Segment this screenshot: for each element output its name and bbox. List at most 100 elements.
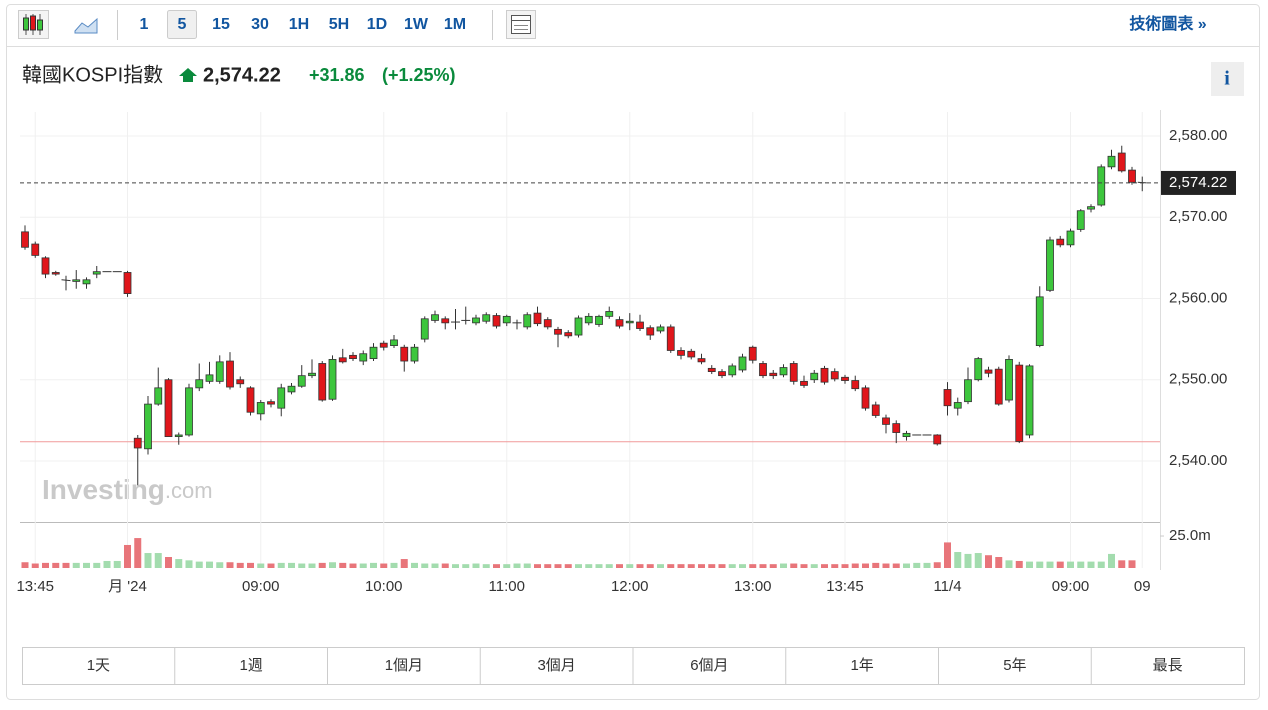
volume-bar: [1118, 560, 1126, 568]
interval-button[interactable]: 5H: [329, 16, 349, 33]
volume-bar: [933, 562, 941, 568]
selected-interval-box: [167, 10, 197, 39]
volume-bar: [124, 544, 131, 568]
candle-body: [605, 311, 614, 317]
range-button[interactable]: 最長: [1153, 657, 1183, 674]
candle-body: [185, 387, 193, 436]
candle-body: [1046, 239, 1054, 291]
volume-bar: [605, 564, 613, 568]
range-button[interactable]: 6個月: [690, 657, 728, 674]
interval-button[interactable]: 1W: [404, 16, 429, 33]
candle-body: [871, 404, 880, 416]
info-button[interactable]: [1211, 62, 1244, 96]
volume-bar: [1067, 561, 1074, 568]
candle-body: [974, 358, 983, 381]
volume-bar: [636, 564, 644, 568]
volume-bar: [534, 564, 541, 568]
volume-bar: [441, 563, 449, 568]
interval-button[interactable]: 1D: [367, 16, 387, 33]
volume-bar: [1026, 561, 1033, 568]
volume-bar: [370, 562, 377, 568]
volume-bar: [144, 553, 152, 568]
range-button[interactable]: 1週: [239, 657, 262, 674]
range-button[interactable]: 1個月: [385, 657, 423, 674]
candle-body: [943, 389, 952, 407]
volume-bar: [247, 562, 254, 568]
volume-bar: [595, 564, 603, 568]
range-button[interactable]: 1年: [850, 657, 873, 674]
x-tick-label: 12:00: [611, 578, 649, 595]
candle-body: [697, 358, 706, 363]
volume-bar: [277, 562, 285, 568]
volume-bar: [206, 561, 213, 568]
volume-bar: [944, 542, 951, 568]
interval-button[interactable]: 1H: [289, 16, 309, 33]
volume-bar: [452, 564, 459, 568]
interval-button[interactable]: 1: [140, 16, 149, 33]
technical-chart-link[interactable]: 技術圖表 »: [1129, 14, 1206, 33]
volume-bar: [523, 563, 531, 568]
volume-bar: [698, 564, 705, 568]
candle-body: [31, 243, 40, 256]
candle-body: [441, 318, 450, 324]
x-tick-label: 13:00: [734, 578, 772, 595]
candle-body: [984, 369, 993, 374]
x-tick-label: 13:45: [16, 578, 54, 595]
candle-body: [369, 346, 378, 360]
interval-button[interactable]: 15: [212, 16, 230, 33]
interval-button[interactable]: 1M: [444, 16, 466, 33]
volume-bar: [359, 563, 367, 568]
candle-body: [820, 367, 829, 383]
interval-button[interactable]: 30: [251, 16, 269, 33]
candle-body: [205, 374, 214, 382]
x-tick-label: 月 '24: [108, 578, 147, 595]
y-tick-label: 2,560.00: [1169, 289, 1227, 306]
x-tick-label: 09:00: [1052, 578, 1090, 595]
candle-body: [738, 356, 747, 371]
candle-body: [636, 321, 644, 329]
candle-body: [964, 379, 972, 403]
volume-bar: [616, 564, 623, 568]
candle-body: [1025, 365, 1034, 436]
watermark-main: Investing: [42, 474, 165, 505]
volume-bar: [739, 564, 746, 568]
volume-bar: [52, 562, 60, 568]
candle-body: [297, 375, 306, 387]
candle-body: [318, 363, 327, 401]
range-button[interactable]: 1天: [87, 657, 110, 674]
candle-body: [195, 379, 204, 389]
y-tick-label: 2,550.00: [1169, 371, 1227, 388]
x-tick-label: 13:45: [826, 578, 864, 595]
info-label[interactable]: i: [1224, 68, 1230, 90]
candle-body: [1005, 359, 1013, 401]
range-button[interactable]: 3個月: [537, 657, 575, 674]
candle-body: [861, 387, 870, 409]
last-price-label: 2,574.22: [1169, 174, 1227, 191]
candle-icon[interactable]: [18, 10, 49, 39]
candle-body: [164, 379, 173, 438]
volume-bar: [544, 564, 552, 568]
instrument-title: 韓國KOSPI指數: [22, 63, 163, 86]
volume-bar: [62, 562, 70, 568]
volume-bar: [411, 562, 418, 568]
candle-body: [554, 328, 562, 335]
candle-body: [543, 319, 552, 328]
range-button[interactable]: 5年: [1003, 657, 1026, 674]
y-tick-label: 2,580.00: [1169, 127, 1227, 144]
plot-area: [20, 112, 1160, 568]
candle-body: [789, 363, 798, 382]
volume-bar: [800, 564, 808, 568]
volume-bar: [995, 557, 1003, 568]
area-icon[interactable]: [74, 17, 98, 34]
table-icon[interactable]: [506, 10, 536, 39]
volume-bar: [575, 564, 582, 568]
volume-bar: [154, 553, 162, 568]
volume-bar: [923, 562, 931, 568]
candle-body: [21, 231, 29, 248]
watermark-suffix: .com: [165, 478, 213, 503]
candle-body: [82, 279, 91, 285]
interval-button[interactable]: 5: [178, 16, 187, 33]
volume-bar: [83, 562, 90, 568]
candle-body: [584, 315, 593, 324]
